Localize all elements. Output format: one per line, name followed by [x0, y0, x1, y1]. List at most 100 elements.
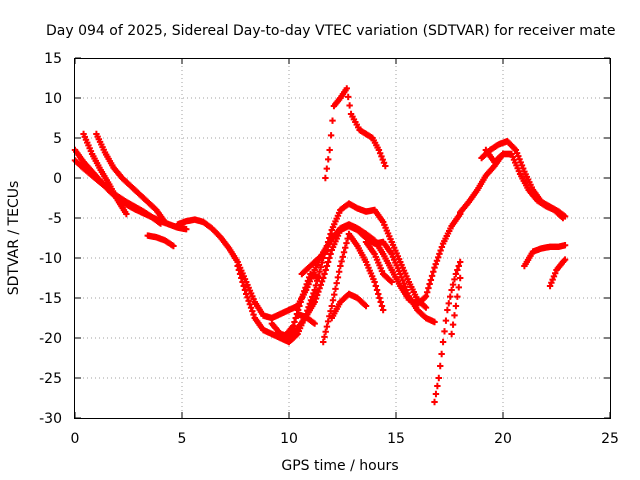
data-point — [451, 312, 458, 319]
y-tick-label: -10 — [39, 251, 62, 267]
data-point — [234, 262, 241, 270]
data-point — [320, 338, 327, 346]
data-point — [299, 291, 307, 298]
y-tick-label: -30 — [39, 411, 62, 427]
data-point — [345, 93, 352, 101]
data-point — [311, 320, 318, 327]
data-point — [315, 274, 323, 282]
data-point — [321, 333, 328, 341]
data-point — [297, 298, 304, 306]
data-point — [362, 302, 370, 310]
chart-title: Day 094 of 2025, Sidereal Day-to-day VTE… — [46, 23, 616, 39]
y-tick-label: 10 — [44, 91, 62, 107]
y-tick-label: -5 — [48, 211, 62, 227]
y-axis-label: SDTVAR / TECUs — [6, 181, 22, 296]
data-point — [441, 328, 448, 335]
data-point — [375, 290, 382, 298]
data-point — [183, 226, 190, 233]
data-point — [372, 282, 380, 290]
data-series — [546, 256, 569, 290]
data-point — [301, 287, 308, 295]
y-tick-label: -15 — [39, 291, 62, 307]
data-point — [123, 210, 130, 218]
data-point — [331, 291, 338, 298]
data-point — [324, 246, 331, 254]
data-point — [298, 294, 306, 302]
data-series — [431, 258, 464, 406]
data-point — [437, 247, 444, 254]
data-point — [327, 132, 335, 139]
data-point — [318, 259, 326, 266]
data-point — [425, 284, 432, 292]
data-point — [340, 249, 348, 256]
data-point — [439, 338, 447, 346]
data-series — [457, 150, 567, 222]
data-point — [246, 301, 254, 308]
data-point — [311, 298, 318, 306]
data-point — [382, 162, 389, 170]
data-point — [455, 262, 462, 270]
data-point — [323, 262, 331, 270]
data-point — [302, 284, 309, 291]
data-point — [444, 306, 451, 314]
data-point — [327, 250, 334, 258]
data-point — [448, 286, 455, 294]
x-tick-label: 5 — [178, 431, 187, 447]
data-point — [455, 284, 462, 291]
data-point — [457, 258, 464, 266]
data-point — [337, 262, 344, 270]
data-point — [327, 230, 334, 238]
x-tick-label: 0 — [71, 431, 80, 447]
data-point — [316, 268, 323, 275]
y-tick-label: -25 — [39, 371, 62, 387]
x-tick-label: 15 — [387, 431, 405, 447]
data-point — [447, 293, 454, 300]
data-point — [449, 281, 457, 288]
data-point — [432, 390, 440, 398]
data-point — [161, 218, 169, 226]
data-point — [311, 286, 318, 294]
data-point — [240, 282, 247, 290]
data-point — [296, 302, 303, 310]
data-point — [241, 286, 249, 294]
data-point — [427, 276, 435, 284]
data-point — [376, 294, 383, 302]
data-point — [326, 254, 333, 262]
data-point — [346, 102, 353, 109]
data-point — [236, 270, 244, 278]
data-point — [243, 290, 250, 298]
data-series — [144, 232, 177, 250]
grid-lines — [75, 58, 610, 418]
data-point — [307, 297, 315, 304]
data-series — [298, 246, 331, 278]
data-point — [433, 257, 441, 264]
data-point — [323, 323, 331, 330]
data-point — [561, 213, 569, 220]
data-point — [431, 318, 438, 326]
data-point — [322, 174, 329, 182]
data-point — [428, 272, 436, 280]
data-point — [431, 264, 438, 271]
data-point — [324, 238, 332, 246]
data-point — [335, 268, 343, 275]
data-point — [310, 290, 317, 297]
data-point — [339, 253, 347, 261]
data-point — [309, 293, 316, 301]
data-point — [304, 277, 312, 285]
data-point — [454, 266, 461, 274]
data-point — [449, 321, 457, 328]
data-point — [426, 280, 433, 288]
data-point — [238, 274, 245, 282]
data-point — [377, 298, 384, 306]
data-point — [379, 306, 387, 314]
data-point — [442, 317, 450, 324]
data-point — [245, 297, 252, 305]
x-axis-label: GPS time / hours — [281, 458, 398, 474]
data-series — [80, 130, 130, 218]
data-series — [448, 274, 464, 338]
data-point — [371, 278, 378, 286]
data-series — [93, 130, 169, 226]
data-point — [438, 350, 445, 358]
data-point — [317, 281, 324, 289]
